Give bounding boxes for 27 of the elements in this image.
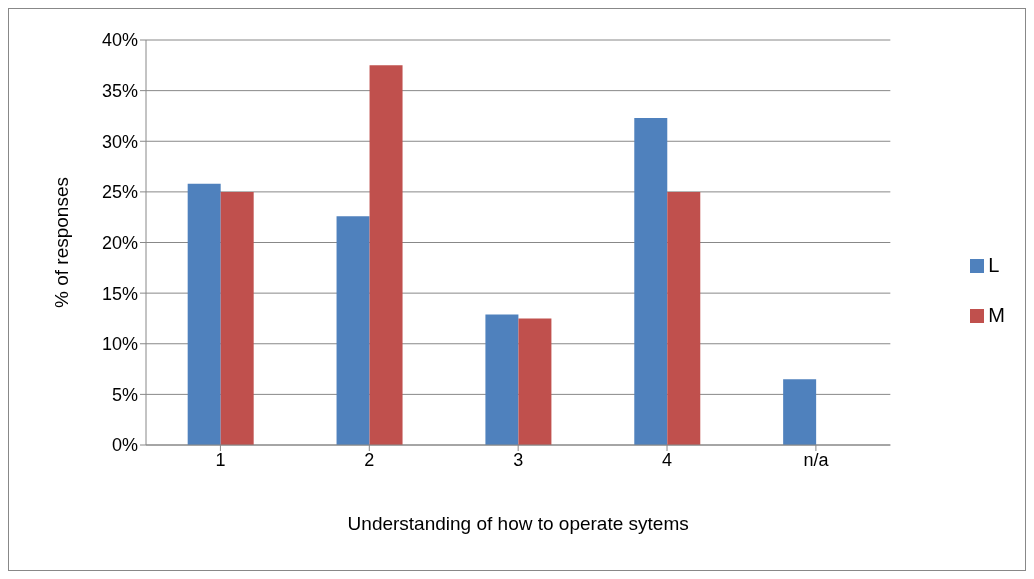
x-tick-label: 4 <box>662 449 673 470</box>
y-tick-label: 35% <box>101 81 138 102</box>
bar <box>187 183 221 445</box>
x-tick-label: 3 <box>513 449 524 470</box>
y-tick-label: 5% <box>111 384 138 405</box>
bar <box>667 191 701 445</box>
y-tick-label: 15% <box>101 283 138 304</box>
y-tick-label: 30% <box>101 131 138 152</box>
y-tick-label: 25% <box>101 182 138 203</box>
y-tick-label: 40% <box>101 30 138 51</box>
legend-label: L <box>988 253 1000 276</box>
x-tick-label: 1 <box>215 449 226 470</box>
y-axis-title: % of responses <box>50 177 72 308</box>
legend-label: M <box>988 303 1005 326</box>
y-tick-label: 10% <box>101 334 138 355</box>
x-tick-label: 2 <box>364 449 375 470</box>
x-tick-label: n/a <box>803 449 830 470</box>
bar <box>783 379 817 445</box>
bar <box>220 191 254 445</box>
y-tick-label: 20% <box>101 232 138 253</box>
bar <box>369 65 403 445</box>
bar <box>485 314 519 445</box>
bar <box>336 216 370 445</box>
x-axis-title: Understanding of how to operate sytems <box>347 513 689 534</box>
y-tick-label: 0% <box>111 435 138 456</box>
bar <box>634 117 668 445</box>
bar <box>518 318 552 445</box>
